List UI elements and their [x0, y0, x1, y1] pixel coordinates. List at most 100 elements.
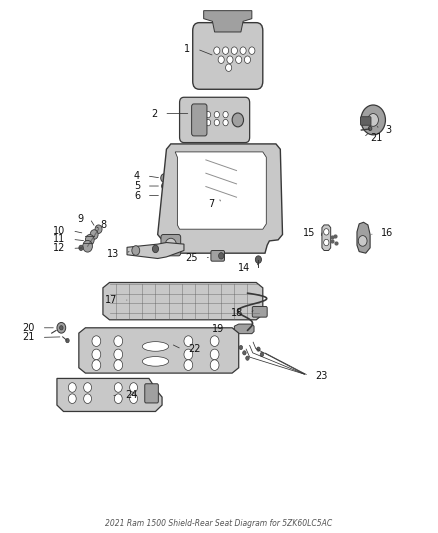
- Text: 17: 17: [105, 295, 117, 305]
- Text: 14: 14: [238, 263, 251, 272]
- Text: 8: 8: [101, 221, 107, 230]
- Polygon shape: [204, 11, 252, 32]
- Text: 2: 2: [152, 109, 158, 118]
- Circle shape: [214, 111, 219, 118]
- Circle shape: [239, 345, 243, 350]
- Circle shape: [68, 383, 76, 392]
- Circle shape: [223, 119, 228, 126]
- Circle shape: [132, 246, 140, 255]
- Polygon shape: [322, 225, 331, 251]
- Circle shape: [361, 105, 385, 135]
- Circle shape: [243, 351, 246, 355]
- Circle shape: [231, 47, 237, 54]
- Circle shape: [324, 239, 329, 246]
- Text: 16: 16: [381, 228, 393, 238]
- Circle shape: [223, 47, 229, 54]
- Circle shape: [68, 394, 76, 403]
- Circle shape: [255, 256, 261, 263]
- Polygon shape: [103, 282, 263, 320]
- Circle shape: [84, 394, 92, 403]
- Circle shape: [226, 64, 232, 71]
- Text: 11: 11: [53, 235, 66, 244]
- Text: 10: 10: [53, 226, 66, 236]
- FancyBboxPatch shape: [193, 22, 263, 89]
- Circle shape: [161, 174, 168, 182]
- Circle shape: [260, 352, 264, 357]
- Circle shape: [184, 336, 193, 346]
- Circle shape: [57, 322, 66, 333]
- Text: 15: 15: [303, 228, 315, 238]
- Circle shape: [114, 336, 123, 346]
- Text: 6: 6: [134, 191, 140, 200]
- Circle shape: [92, 349, 101, 360]
- Polygon shape: [175, 152, 266, 229]
- Text: 12: 12: [53, 244, 66, 253]
- Text: 20: 20: [23, 323, 35, 333]
- Polygon shape: [234, 324, 254, 334]
- Circle shape: [214, 119, 219, 126]
- Circle shape: [210, 336, 219, 346]
- Text: 4: 4: [134, 171, 140, 181]
- Text: 21: 21: [370, 133, 382, 142]
- Circle shape: [66, 338, 69, 343]
- Polygon shape: [127, 243, 184, 259]
- Circle shape: [210, 360, 219, 370]
- Circle shape: [152, 245, 159, 253]
- Circle shape: [257, 347, 260, 351]
- Circle shape: [114, 394, 122, 403]
- Circle shape: [79, 245, 83, 251]
- Circle shape: [358, 236, 367, 246]
- Text: 21: 21: [23, 333, 35, 342]
- Circle shape: [324, 229, 329, 235]
- Circle shape: [368, 114, 378, 126]
- Polygon shape: [79, 328, 239, 373]
- Text: 22: 22: [188, 344, 201, 354]
- Text: 25: 25: [185, 253, 198, 263]
- Circle shape: [165, 238, 177, 252]
- FancyBboxPatch shape: [211, 251, 224, 261]
- Circle shape: [114, 360, 123, 370]
- Circle shape: [214, 47, 220, 54]
- FancyBboxPatch shape: [192, 104, 207, 136]
- Text: 9: 9: [77, 214, 83, 223]
- Text: 2021 Ram 1500 Shield-Rear Seat Diagram for 5ZK60LC5AC: 2021 Ram 1500 Shield-Rear Seat Diagram f…: [106, 519, 332, 528]
- Circle shape: [218, 56, 224, 63]
- Circle shape: [236, 56, 242, 63]
- Circle shape: [232, 113, 244, 127]
- Text: 13: 13: [107, 249, 119, 259]
- Circle shape: [85, 235, 94, 245]
- Circle shape: [205, 119, 211, 126]
- Text: 1: 1: [184, 44, 191, 54]
- FancyBboxPatch shape: [180, 97, 250, 142]
- Circle shape: [95, 225, 102, 233]
- Text: 5: 5: [134, 181, 140, 191]
- Circle shape: [184, 349, 193, 360]
- Circle shape: [219, 253, 224, 259]
- Circle shape: [84, 383, 92, 392]
- Circle shape: [130, 394, 138, 403]
- FancyBboxPatch shape: [145, 384, 158, 403]
- Circle shape: [114, 383, 122, 392]
- Circle shape: [223, 111, 228, 118]
- Circle shape: [92, 336, 101, 346]
- Text: 18: 18: [231, 308, 243, 318]
- Ellipse shape: [142, 342, 169, 351]
- Text: 23: 23: [315, 371, 328, 381]
- Polygon shape: [158, 144, 283, 253]
- Text: 19: 19: [212, 324, 224, 334]
- Ellipse shape: [142, 357, 169, 366]
- Circle shape: [227, 56, 233, 63]
- Circle shape: [249, 47, 255, 54]
- Circle shape: [83, 240, 92, 252]
- FancyBboxPatch shape: [360, 117, 371, 125]
- Circle shape: [240, 47, 246, 54]
- Circle shape: [90, 230, 98, 239]
- Polygon shape: [57, 378, 162, 411]
- Circle shape: [114, 349, 123, 360]
- Circle shape: [92, 360, 101, 370]
- Polygon shape: [357, 222, 370, 253]
- Text: 24: 24: [125, 391, 137, 400]
- Circle shape: [368, 126, 372, 131]
- FancyBboxPatch shape: [252, 306, 267, 317]
- Circle shape: [210, 349, 219, 360]
